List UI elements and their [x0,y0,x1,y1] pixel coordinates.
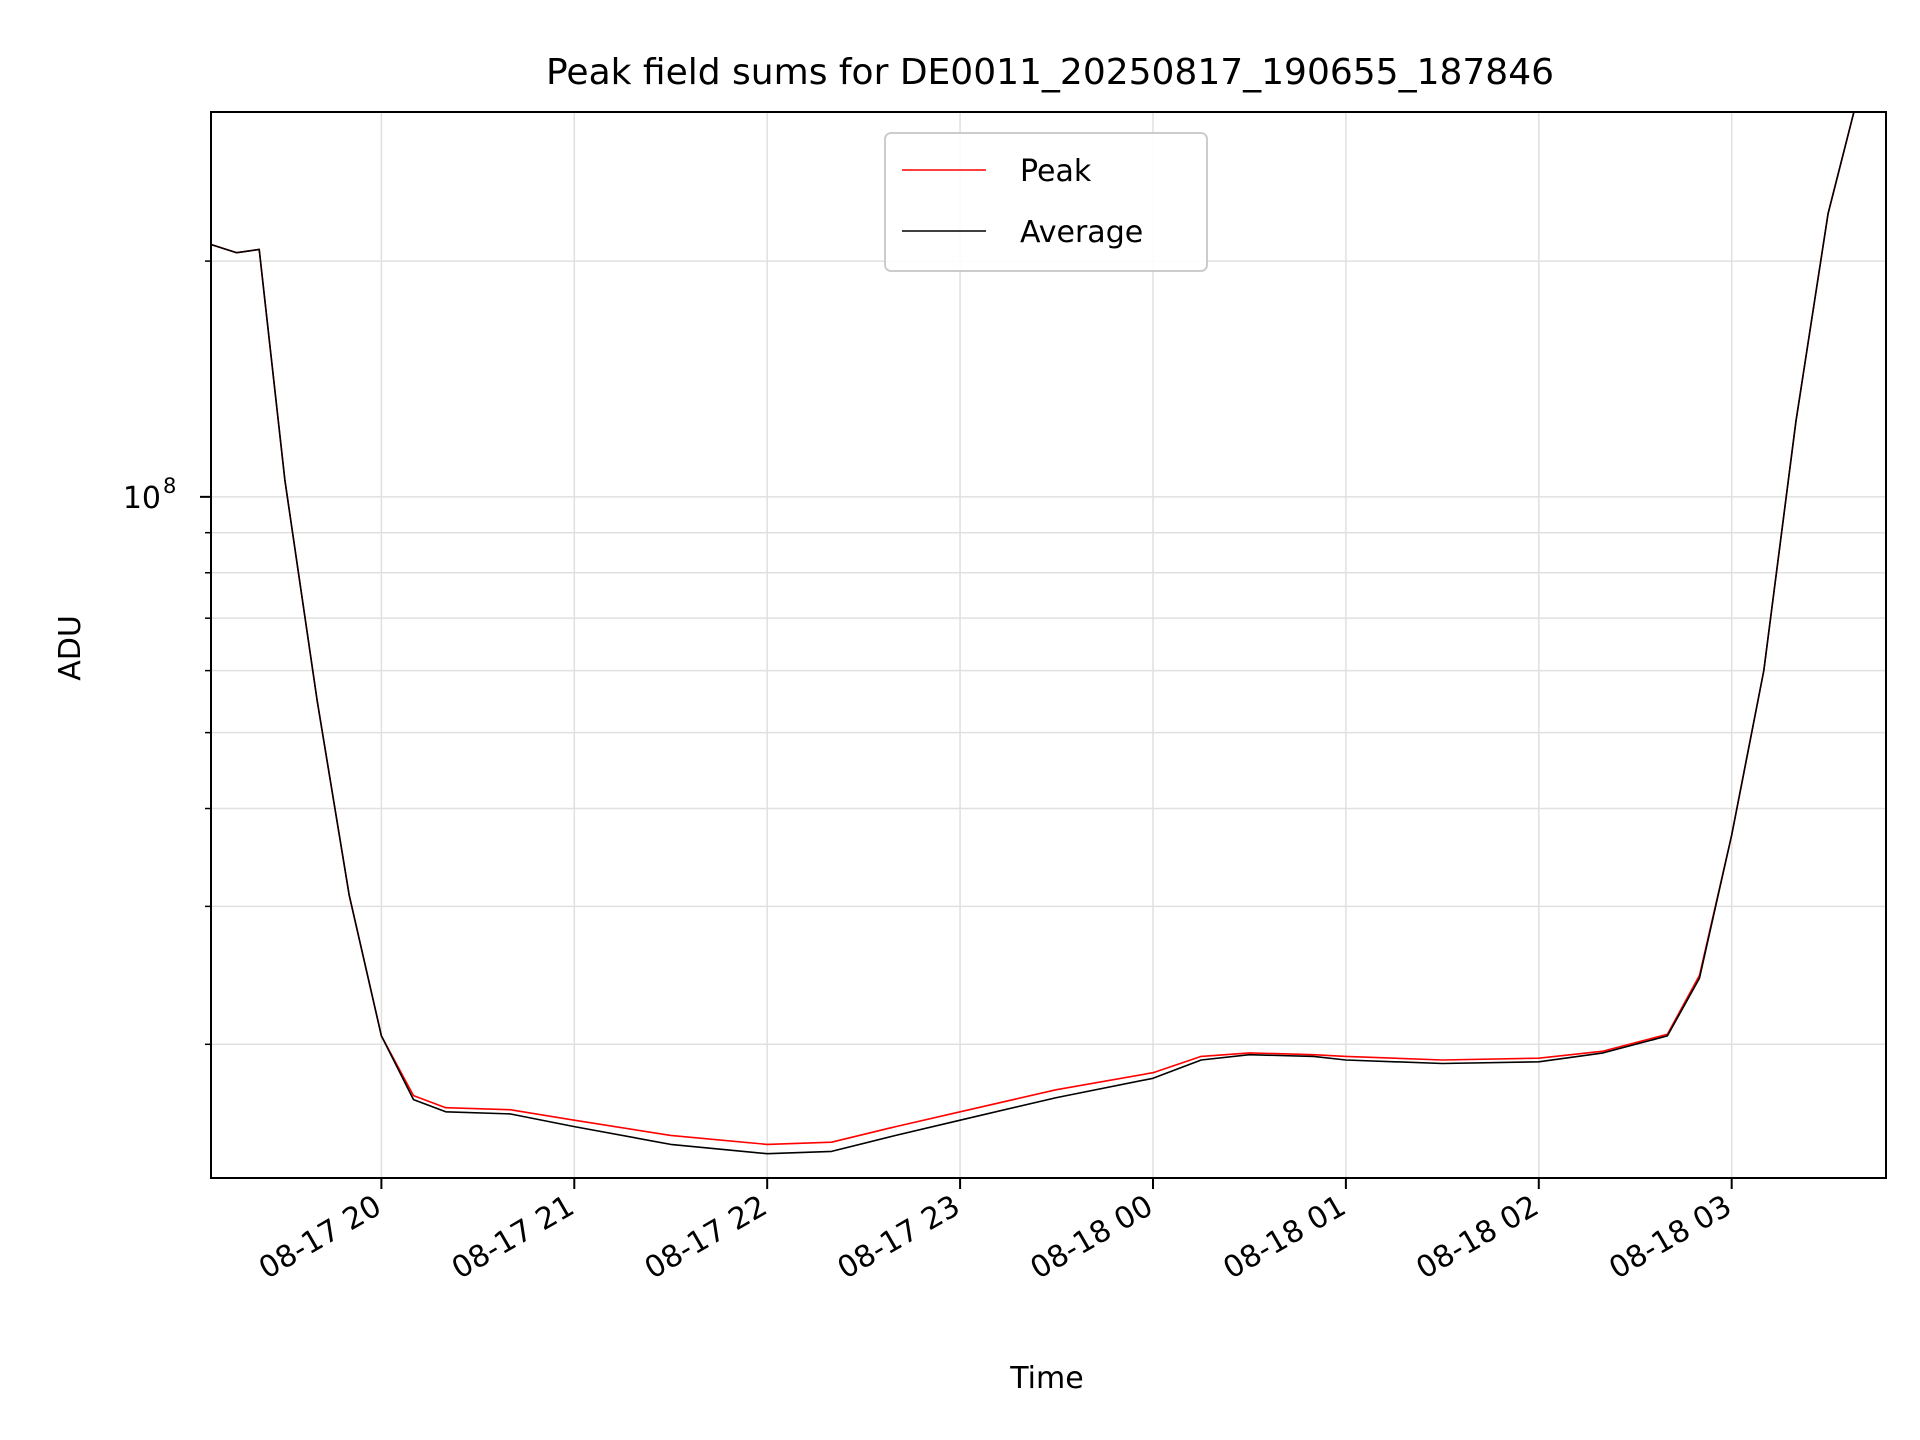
y-tick-label: 10 [123,481,161,516]
x-axis-label: Time [1009,1361,1083,1396]
grid [211,112,1886,1178]
plot-frame [210,111,1887,1179]
y-tick-label-exponent: 8 [163,474,176,498]
y-axis-label: ADU [53,615,88,681]
y-axis: 10 8 [123,260,211,1046]
chart-title: Peak field sums for DE0011_20250817_1906… [546,52,1554,93]
legend-box [884,132,1208,272]
legend-label-peak: Peak [1020,154,1092,189]
plot-series [210,111,1855,1155]
series-line-average [210,111,1855,1155]
legend: Peak Average [884,132,1208,272]
legend-label-average: Average [1020,215,1143,250]
